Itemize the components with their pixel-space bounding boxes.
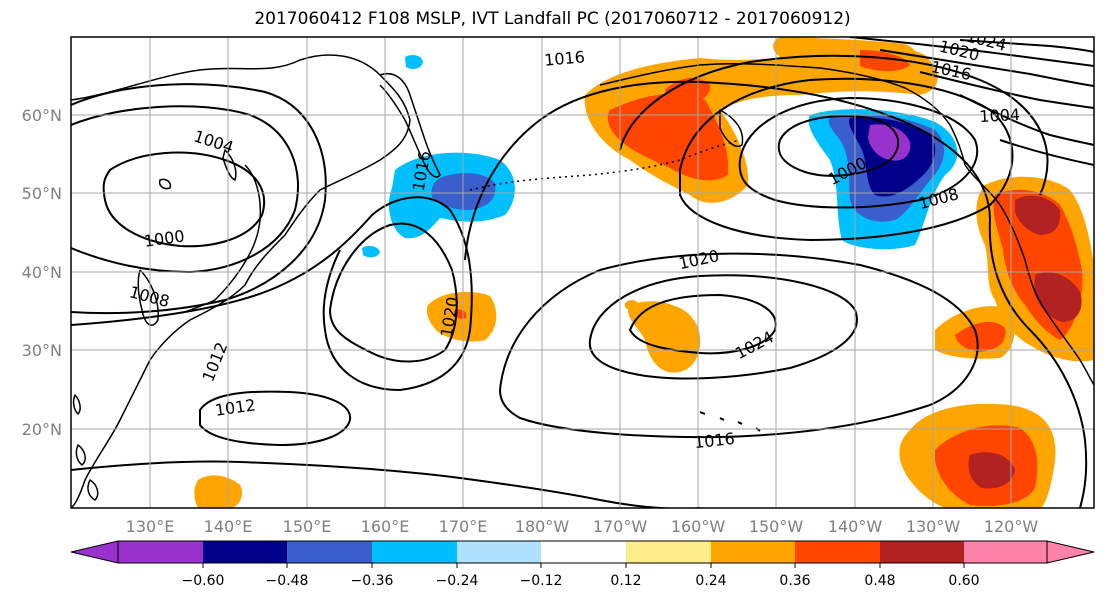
- colorbar-bin: [541, 541, 626, 563]
- longitude-labels: 130°E 140°E 150°E 160°E 170°E 180°W 170°…: [126, 517, 1039, 536]
- lon-label: 130°W: [906, 517, 961, 536]
- lon-label: 180°W: [515, 517, 570, 536]
- orange-anomaly-central-pacific: [628, 301, 701, 373]
- colorbar-bin: [626, 541, 711, 563]
- latitude-labels: 60°N 50°N 40°N 30°N 20°N: [22, 106, 62, 439]
- lon-label: 120°W: [984, 517, 1039, 536]
- contour-label: 1016: [543, 47, 585, 69]
- lat-label: 20°N: [22, 420, 62, 439]
- lat-label: 30°N: [22, 341, 62, 360]
- lat-label: 50°N: [22, 184, 62, 203]
- colorbar-tick-label: 0.36: [779, 573, 810, 589]
- lon-label: 160°W: [671, 517, 726, 536]
- figure-title: 2017060412 F108 MSLP, IVT Landfall PC (2…: [254, 9, 851, 29]
- colorbar-extend-min: [70, 540, 119, 564]
- colorbar: −0.60 −0.48 −0.36 −0.24 −0.12 0.12 0.24 …: [70, 540, 1095, 589]
- colorbar-extend-max: [1046, 540, 1095, 564]
- colorbar-tick-label: −0.48: [266, 573, 309, 589]
- graticule: [71, 37, 1094, 508]
- colorbar-bin: [711, 541, 795, 563]
- colorbar-bin: [118, 541, 203, 563]
- lon-label: 130°E: [126, 517, 175, 536]
- colorbar-bin: [372, 541, 457, 563]
- lon-label: 140°E: [204, 517, 253, 536]
- colorbar-bin: [795, 541, 880, 563]
- contour-label: 1016: [693, 429, 735, 452]
- colorbar-bin: [457, 541, 541, 563]
- map-frame: [70, 36, 1095, 509]
- colorbar-tick-label: −0.24: [436, 573, 479, 589]
- lon-label: 170°W: [593, 517, 648, 536]
- colorbar-tick-label: −0.12: [520, 573, 563, 589]
- lon-label: 140°W: [828, 517, 883, 536]
- colorbar-bin: [880, 541, 964, 563]
- lon-label: 170°E: [439, 517, 488, 536]
- lon-label: 160°E: [361, 517, 410, 536]
- colorbar-tick-label: −0.60: [182, 573, 225, 589]
- colorbar-tick-label: 0.48: [864, 573, 895, 589]
- colorbar-tick-label: 0.24: [695, 573, 726, 589]
- colorbar-bin: [287, 541, 372, 563]
- lat-label: 40°N: [22, 263, 62, 282]
- colorbar-tick-label: −0.36: [351, 573, 394, 589]
- colorbar-bin: [203, 541, 287, 563]
- ivt-shading: [194, 37, 1094, 508]
- contour-label: 1004: [979, 105, 1021, 126]
- colorbar-tick-label: 0.60: [948, 573, 979, 589]
- mslp-contours: [71, 37, 1094, 508]
- lat-label: 60°N: [22, 106, 62, 125]
- colorbar-tick-label: 0.12: [610, 573, 641, 589]
- lon-label: 150°E: [283, 517, 332, 536]
- colorbar-bin: [964, 541, 1047, 563]
- lon-label: 150°W: [749, 517, 804, 536]
